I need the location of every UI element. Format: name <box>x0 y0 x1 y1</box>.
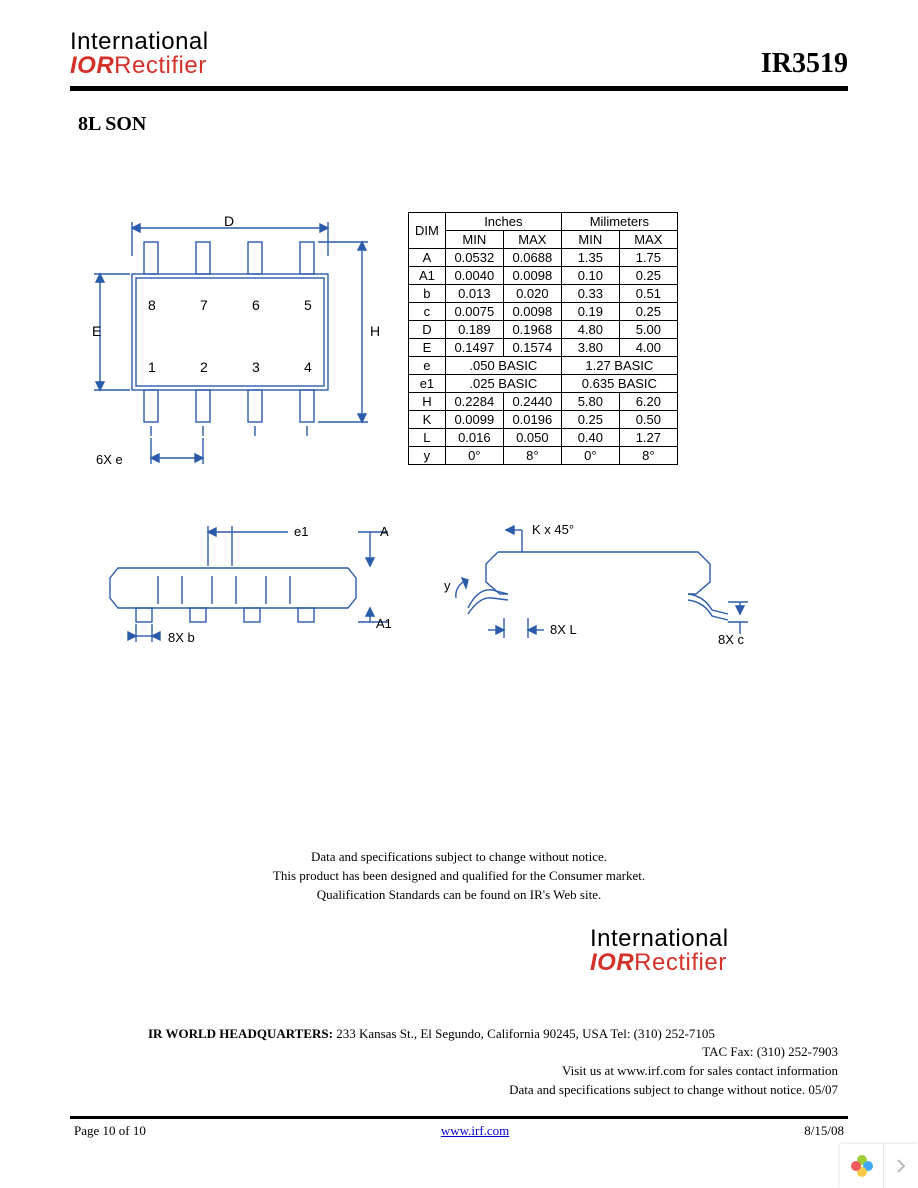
svg-text:6: 6 <box>252 297 260 313</box>
svg-text:E: E <box>92 323 101 339</box>
table-row: H0.22840.24405.806.20 <box>409 393 678 411</box>
svg-text:7: 7 <box>200 297 208 313</box>
footer-url[interactable]: www.irf.com <box>441 1123 509 1139</box>
svg-text:8X L: 8X L <box>550 622 577 637</box>
disclaimer-line3: Qualification Standards can be found on … <box>70 886 848 905</box>
hq-fax: TAC Fax: (310) 252-7903 <box>70 1043 838 1062</box>
table-row: b0.0130.0200.330.51 <box>409 285 678 303</box>
th-inches: Inches <box>445 213 561 231</box>
hq-visit: Visit us at www.irf.com for sales contac… <box>70 1062 838 1081</box>
table-row: e1.025 BASIC0.635 BASIC <box>409 375 678 393</box>
footer-date: 8/15/08 <box>804 1123 844 1139</box>
th-min1: MIN <box>445 231 503 249</box>
table-row: A0.05320.06881.351.75 <box>409 249 678 267</box>
package-top-diagram: D E H 8 7 6 5 1 2 3 4 6X e <box>70 214 390 494</box>
svg-text:3: 3 <box>252 359 260 375</box>
th-max2: MAX <box>619 231 677 249</box>
svg-text:A1: A1 <box>376 616 392 631</box>
hq-label: IR WORLD HEADQUARTERS: <box>148 1026 333 1041</box>
hq-change: Data and specifications subject to chang… <box>70 1081 838 1100</box>
disclaimer: Data and specifications subject to chang… <box>70 848 848 905</box>
dimension-table: DIM Inches Milimeters MIN MAX MIN MAX A0… <box>408 212 678 465</box>
svg-text:8X c: 8X c <box>718 632 745 647</box>
section-title: 8L SON <box>78 113 848 136</box>
svg-text:A: A <box>380 524 389 539</box>
hq-block: IR WORLD HEADQUARTERS: 233 Kansas St., E… <box>70 1025 848 1100</box>
svg-text:6X e: 6X e <box>96 452 123 467</box>
svg-text:8: 8 <box>148 297 156 313</box>
logo-top: International IORRectifier <box>70 30 209 78</box>
table-row: e.050 BASIC1.27 BASIC <box>409 357 678 375</box>
logo-bottom-ior: IOR <box>590 949 634 976</box>
logo-bottom-line1: International <box>590 927 848 951</box>
table-row: K0.00990.01960.250.50 <box>409 411 678 429</box>
svg-text:e1: e1 <box>294 524 308 539</box>
table-row: L0.0160.0500.401.27 <box>409 429 678 447</box>
header-rule <box>70 86 848 91</box>
logo-bottom-line2: IORRectifier <box>590 951 848 975</box>
table-row: E0.14970.15743.804.00 <box>409 339 678 357</box>
logo-line1: International <box>70 30 209 54</box>
svg-text:2: 2 <box>200 359 208 375</box>
svg-text:5: 5 <box>304 297 312 313</box>
th-mm: Milimeters <box>561 213 677 231</box>
th-min2: MIN <box>561 231 619 249</box>
hq-addr-text: 233 Kansas St., El Segundo, California 9… <box>333 1026 715 1041</box>
footer-rule <box>70 1116 848 1119</box>
svg-text:1: 1 <box>148 359 156 375</box>
svg-text:y: y <box>444 578 451 593</box>
package-profile-diagram: K x 45° y 8X L 8X c <box>428 518 758 648</box>
table-row: y0°8°0°8° <box>409 447 678 465</box>
logo-bottom: International IORRectifier <box>590 927 848 975</box>
svg-text:4: 4 <box>304 359 312 375</box>
page-header: International IORRectifier IR3519 <box>70 30 848 80</box>
viewer-logo-icon[interactable] <box>840 1144 884 1188</box>
next-page-button[interactable] <box>884 1144 918 1188</box>
svg-text:H: H <box>370 323 380 339</box>
table-row: D0.1890.19684.805.00 <box>409 321 678 339</box>
th-max1: MAX <box>503 231 561 249</box>
th-dim: DIM <box>409 213 446 249</box>
page-footer: Page 10 of 10 www.irf.com 8/15/08 <box>70 1123 848 1139</box>
logo-ior: IOR <box>70 52 114 79</box>
part-number: IR3519 <box>761 48 848 80</box>
viewer-corner-widget <box>840 1144 918 1188</box>
svg-text:D: D <box>224 214 234 229</box>
logo-rectifier: Rectifier <box>114 52 207 79</box>
table-row: A10.00400.00980.100.25 <box>409 267 678 285</box>
svg-text:K x 45°: K x 45° <box>532 522 574 537</box>
svg-text:8X b: 8X b <box>168 630 195 645</box>
logo-line2: IORRectifier <box>70 54 209 78</box>
hq-addr: IR WORLD HEADQUARTERS: 233 Kansas St., E… <box>148 1025 838 1044</box>
footer-page: Page 10 of 10 <box>74 1123 146 1139</box>
logo-bottom-rectifier: Rectifier <box>634 949 727 976</box>
disclaimer-line1: Data and specifications subject to chang… <box>70 848 848 867</box>
table-row: c0.00750.00980.190.25 <box>409 303 678 321</box>
package-side-diagram: e1 A A1 8X b <box>98 518 398 648</box>
disclaimer-line2: This product has been designed and quali… <box>70 867 848 886</box>
